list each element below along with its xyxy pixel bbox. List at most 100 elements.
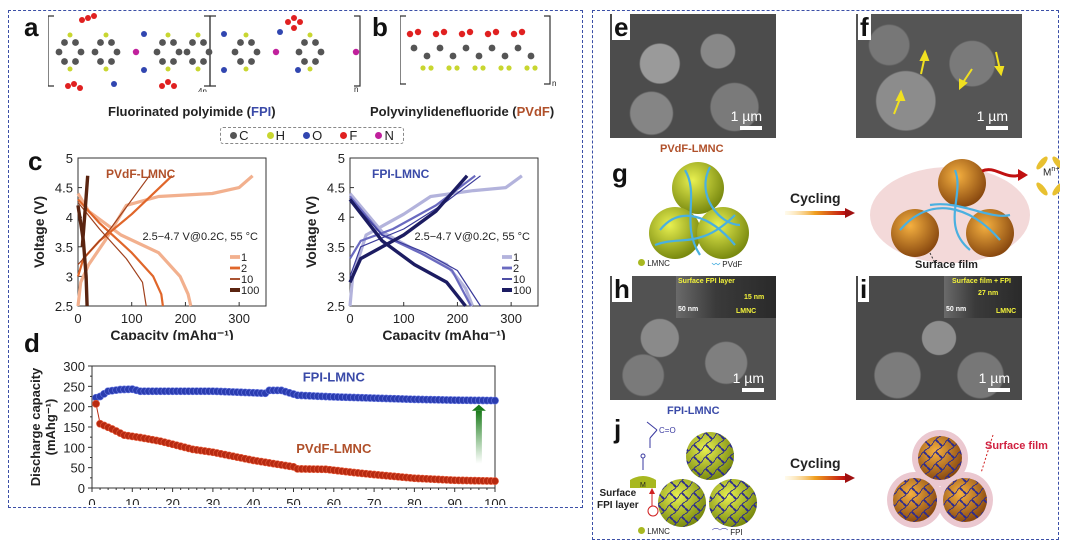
curve-charge-cycle-1	[76, 174, 254, 307]
fpi-molecule-diagram: 4n n	[48, 13, 361, 92]
hydrogen-atom	[420, 65, 426, 71]
fluorine-atom	[458, 30, 466, 38]
carbon-atom	[183, 48, 191, 56]
x-tick-label: 300	[500, 311, 522, 326]
carbon-atom	[248, 58, 255, 65]
legend-lmnc-j: LMNC	[638, 527, 670, 536]
y-axis-label: Voltage (V)	[31, 196, 47, 268]
cycling-stability-chart: 0 50 100 150 200 250 300 0 10 20 30 40 50 60 70 80 90 100…	[30, 360, 506, 505]
y-tick-label: 3.5	[55, 240, 73, 255]
fluorine-atom	[297, 19, 303, 25]
carbon-atom	[410, 44, 418, 52]
degraded-particle	[891, 209, 939, 257]
carbon-atom	[449, 52, 457, 60]
inset-core-i: LMNC	[996, 308, 1017, 315]
surface-fpi-layer-label: Surface FPI layer	[597, 488, 639, 511]
hydrogen-atom	[506, 65, 512, 71]
carbon-atom	[97, 39, 104, 46]
fpi-chain-icon: ⌒⌒	[712, 528, 728, 537]
g-title: PVdF-LMNC	[660, 143, 724, 155]
carbon-atom	[61, 58, 68, 65]
left-panel-frame	[8, 10, 583, 508]
carbon-atom	[205, 48, 213, 56]
y-tick-label: 3.5	[327, 240, 345, 255]
carbon-atom	[514, 44, 522, 52]
scale-label-i: 1 µm	[978, 370, 1010, 386]
fpi-coated-particle	[658, 479, 706, 527]
hydrogen-atom	[307, 32, 313, 38]
panel-j-label: j	[614, 414, 622, 444]
metal-label: M	[640, 482, 646, 489]
carbon-atom	[97, 58, 104, 65]
legend-lmnc-g: LMNC	[638, 259, 670, 268]
hydrogen-atom	[524, 65, 530, 71]
hydrogen-atom	[307, 66, 313, 72]
right-panel-frame	[592, 10, 1059, 540]
cycled-particle	[893, 478, 937, 522]
j-title: FPI-LMNC	[667, 405, 720, 417]
data-point-PVdF-LMNC	[491, 477, 499, 485]
x-tick-label: 90	[447, 496, 461, 505]
inset-layer-label-i: Surface film + FPI	[952, 278, 1011, 285]
fpi-title: Fluorinated polyimide (FPI)	[108, 104, 276, 119]
fluorine-atom	[159, 83, 165, 89]
cycled-particle	[918, 436, 962, 480]
hydrogen-atom	[103, 66, 109, 72]
sem-image-e: 1 µm	[610, 14, 776, 138]
y-tick-label: 4.5	[327, 181, 345, 196]
chart-title: PVdF-LMNC	[106, 167, 176, 181]
fluorine-atom	[466, 28, 474, 36]
carbon-atom	[312, 58, 319, 65]
plot-area	[77, 157, 267, 307]
y-tick-label: 3	[66, 269, 73, 284]
scale-label-e: 1 µm	[730, 108, 762, 124]
fpi-title-abbr: FPI	[251, 104, 272, 119]
carbon-atom	[200, 58, 207, 65]
legend-label-1: 1	[241, 252, 247, 264]
hydrogen-atom	[67, 66, 73, 72]
cycling-arrow-g	[785, 208, 855, 218]
oxygen-atom	[277, 29, 283, 35]
fluorine-atom	[77, 85, 83, 91]
x-tick-label: 20	[165, 496, 179, 505]
panel-c-label: c	[28, 146, 43, 176]
x-axis-label: Capacity (mAhg⁻¹)	[382, 327, 505, 340]
x-tick-label: 40	[246, 496, 260, 505]
pvdf-molecule-diagram: n	[400, 15, 556, 86]
hydrogen-atom	[532, 65, 538, 71]
legend-pvdf-g: 〰 PVdF	[712, 260, 743, 269]
cycled-particle	[943, 478, 987, 522]
hydrogen-atom	[472, 65, 478, 71]
series-label-fpi: FPI-LMNC	[303, 369, 366, 384]
y-tick-label: 0	[78, 481, 85, 496]
pvdf-atoms	[406, 28, 538, 71]
inset-scale-i: 50 nm	[946, 306, 967, 313]
carbon-atom	[488, 44, 496, 52]
data-point-PVdF-LMNC	[92, 399, 100, 408]
yellow-arrows	[893, 49, 1005, 115]
carbon-atom	[61, 39, 68, 46]
atom-n-icon	[375, 132, 383, 139]
carbon-atom	[301, 58, 308, 65]
sem-image-f: 1 µm	[856, 14, 1022, 138]
nitrogen-atom	[352, 48, 360, 56]
atom-legend-f: F	[340, 128, 357, 143]
hydrogen-atom	[243, 66, 249, 72]
lmnc-icon	[638, 527, 645, 534]
legend-fpi-j: ⌒⌒ FPI	[712, 528, 743, 537]
carbon-atom	[72, 58, 79, 65]
x-tick-label: 100	[393, 311, 415, 326]
data-point-FPI-LMNC	[491, 396, 499, 405]
x-tick-label: 300	[228, 311, 250, 326]
panel-a-label: a	[24, 12, 39, 42]
improvement-arrow-head	[471, 404, 486, 411]
scale-bar-e	[740, 126, 762, 130]
condition-annotation: 2.5−4.7 V@0.2C, 55 °C	[414, 231, 530, 243]
scale-bar-i	[988, 388, 1010, 392]
atom-legend-h: H	[266, 128, 285, 143]
y-tick-label: 300	[63, 360, 85, 374]
carbon-atom	[170, 39, 177, 46]
fpi-coated-particle	[709, 479, 757, 527]
improvement-arrow	[475, 410, 482, 464]
atom-legend-o: O	[303, 128, 322, 143]
